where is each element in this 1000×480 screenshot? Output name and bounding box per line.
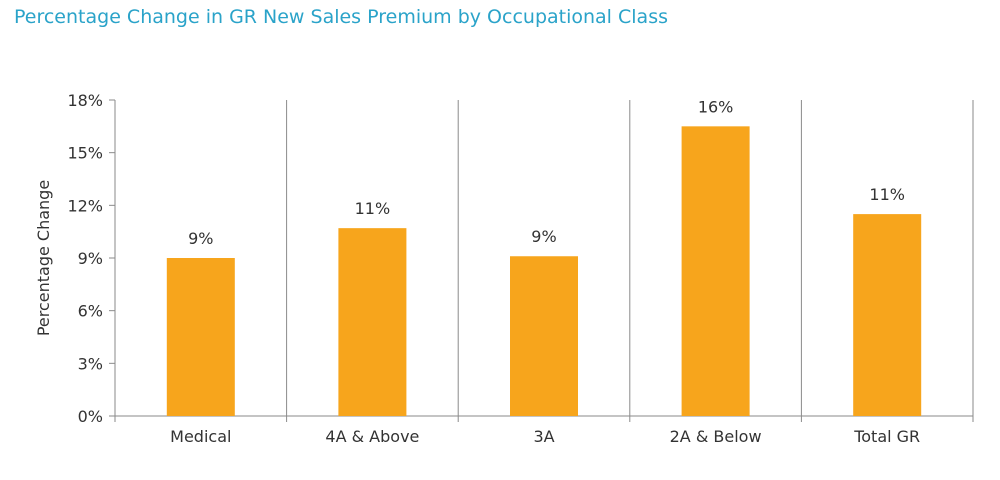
category-label: 4A & Above xyxy=(325,427,419,446)
data-label: 9% xyxy=(188,229,213,248)
y-tick-label: 15% xyxy=(67,144,103,163)
chart-labels: 0% 3% 6% 9% 12% 15% 18% 9% Medical 11% 4A & Above 9… xyxy=(67,91,920,446)
bar xyxy=(166,258,235,416)
data-label: 11% xyxy=(869,185,905,204)
y-axis-label: Percentage Change xyxy=(34,180,53,336)
y-tick-label: 0% xyxy=(78,407,103,426)
y-tick-label: 18% xyxy=(67,91,103,110)
bar xyxy=(338,228,407,416)
data-label: 16% xyxy=(698,97,734,116)
category-label: 2A & Below xyxy=(670,427,762,446)
y-tick-label: 12% xyxy=(67,196,103,215)
category-label: Medical xyxy=(170,427,231,446)
bar xyxy=(853,214,922,416)
chart-bars xyxy=(166,126,922,416)
y-tick-label: 3% xyxy=(78,354,103,373)
category-label: 3A xyxy=(533,427,554,446)
category-label: Total GR xyxy=(853,427,920,446)
bar xyxy=(510,256,578,416)
y-tick-label: 9% xyxy=(78,249,103,268)
data-label: 9% xyxy=(531,227,556,246)
chart-title: Percentage Change in GR New Sales Premiu… xyxy=(14,6,668,28)
bar xyxy=(681,126,750,416)
data-label: 11% xyxy=(355,199,391,218)
y-tick-label: 6% xyxy=(78,302,103,321)
